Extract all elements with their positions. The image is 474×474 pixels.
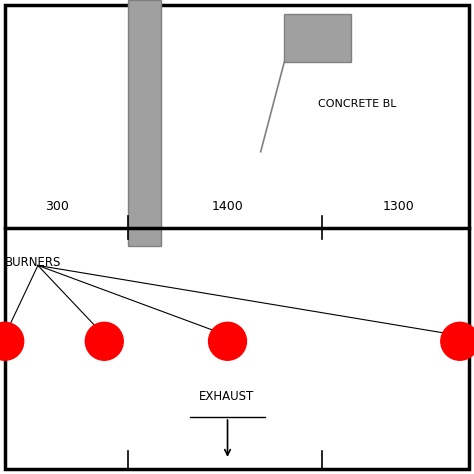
Circle shape bbox=[0, 322, 24, 360]
Circle shape bbox=[209, 322, 246, 360]
Text: 300: 300 bbox=[45, 201, 69, 213]
Text: CONCRETE BL: CONCRETE BL bbox=[318, 99, 396, 109]
Bar bbox=[128, 0, 161, 246]
Text: EXHAUST: EXHAUST bbox=[199, 390, 255, 403]
Bar bbox=[284, 14, 351, 62]
Text: 1300: 1300 bbox=[383, 201, 414, 213]
Circle shape bbox=[441, 322, 474, 360]
Text: BURNERS: BURNERS bbox=[5, 256, 61, 269]
Circle shape bbox=[85, 322, 123, 360]
Text: 1400: 1400 bbox=[212, 201, 243, 213]
